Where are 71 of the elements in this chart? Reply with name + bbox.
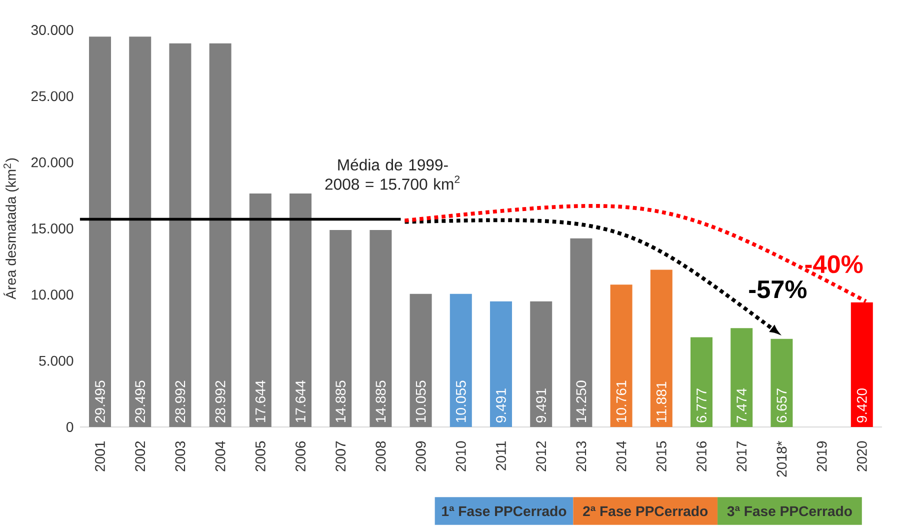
x-tick-label: 2015: [656, 441, 666, 472]
x-tick-label: 2019: [816, 441, 827, 472]
x-tick-label: 2009: [416, 441, 426, 472]
y-tick-label: 25.000: [31, 91, 74, 102]
data-label: 17.644: [296, 380, 306, 422]
ref-line-label: Média de 1999-2008 = 15.700 km$^{2}$: [325, 158, 460, 190]
bar: [570, 238, 592, 427]
y-tick-label: 5.000: [39, 356, 74, 366]
x-tick-label: 2001: [95, 441, 105, 472]
bar: [530, 301, 552, 427]
data-label: 17.644: [255, 380, 266, 422]
bar: [249, 194, 272, 427]
data-label: 9.420: [856, 388, 867, 422]
bar: [770, 338, 793, 427]
bar: [290, 194, 312, 427]
x-tick-label: 2013: [576, 441, 586, 472]
x-tick-label: 2010: [456, 441, 466, 472]
bar: [730, 328, 753, 427]
data-label: 10.055: [416, 380, 426, 422]
data-label: 11.881: [656, 382, 666, 422]
y-axis-title: Área desmatada (km$^{2}$): [3, 158, 19, 300]
x-tick-label: 2011: [496, 441, 506, 470]
bar: [209, 43, 232, 427]
bar: [169, 43, 192, 427]
x-tick-label: 2006: [296, 441, 306, 472]
x-tick-label: 2016: [696, 441, 706, 472]
data-label: 9.491: [536, 388, 546, 422]
x-tick-label: 2012: [536, 441, 546, 472]
text: 1ª Fase PPCerrado: [442, 506, 566, 516]
data-label: 14.250: [576, 380, 586, 422]
x-tick-label: 2018*: [776, 440, 787, 477]
x-tick-label: 2005: [255, 441, 266, 472]
bar: [610, 284, 632, 427]
bar: [330, 230, 352, 427]
text: 3ª Fase PPCerrado: [727, 506, 852, 516]
x-tick-label: 2003: [175, 441, 186, 472]
bar: [650, 270, 672, 427]
y-tick-label: 0: [66, 422, 74, 432]
x-tick-label: 2017: [736, 441, 747, 472]
data-label: 10.761: [616, 380, 626, 422]
data-label: 29.495: [95, 380, 105, 422]
x-tick-label: 2004: [215, 441, 226, 472]
data-label: 7.474: [736, 388, 746, 422]
data-label: 10.055: [456, 380, 466, 422]
data-label: 28.992: [215, 380, 226, 422]
bar: [89, 36, 112, 427]
y-tick-label: 15.000: [32, 224, 74, 234]
data-label: 29.495: [135, 380, 146, 422]
x-tick-label: 2002: [135, 441, 146, 472]
bar: [410, 294, 432, 427]
data-label: 9.491: [496, 388, 506, 422]
data-label: 14.885: [336, 380, 346, 422]
data-label: 28.992: [175, 380, 186, 422]
bar: [490, 301, 512, 427]
bar: [370, 230, 392, 427]
bar: [690, 337, 712, 427]
y-tick-label: 30.000: [31, 25, 74, 35]
annotation: -40%: [805, 255, 863, 274]
text: 2ª Fase PPCerrado: [583, 506, 708, 516]
bar: [450, 294, 472, 427]
annotation: -57%: [749, 280, 807, 298]
x-tick-label: 2014: [616, 441, 626, 472]
x-tick-label: 2020: [856, 441, 867, 472]
x-tick-label: 2008: [376, 441, 386, 472]
bar: [129, 36, 152, 427]
data-label: 14.885: [376, 380, 386, 422]
data-label: 6.777: [696, 388, 706, 422]
data-label: 6.657: [776, 388, 787, 422]
y-tick-label: 10.000: [32, 290, 74, 300]
y-tick-label: 20.000: [31, 157, 74, 168]
x-tick-label: 2007: [336, 441, 346, 472]
